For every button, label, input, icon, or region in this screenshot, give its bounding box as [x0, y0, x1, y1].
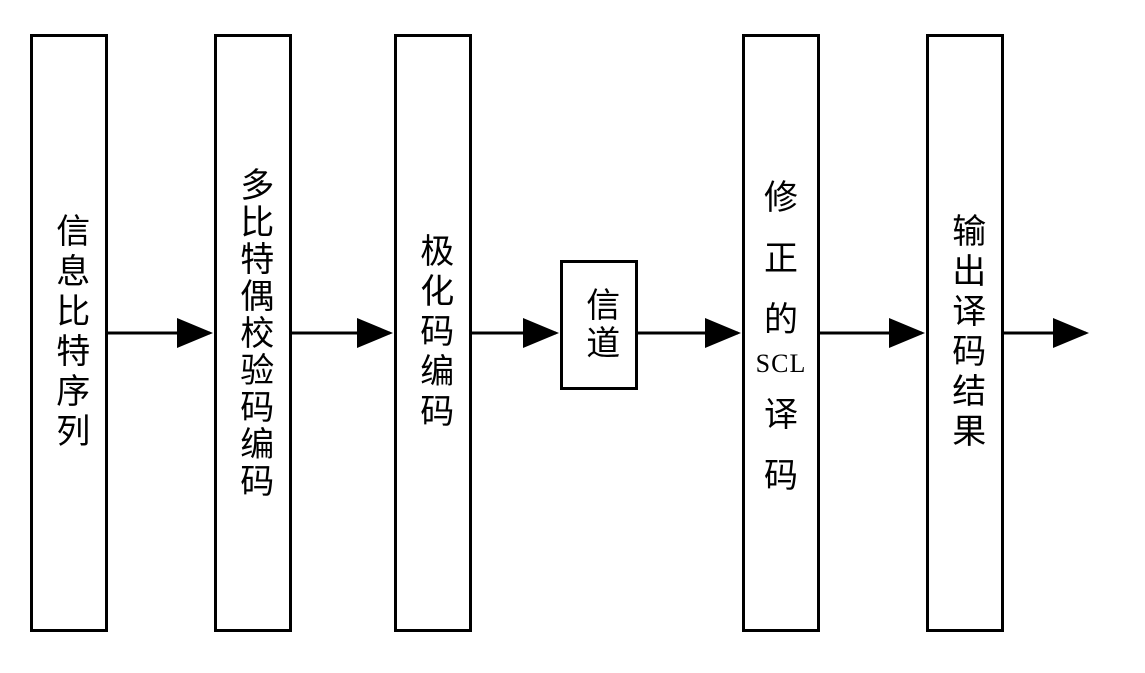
char: 码: [764, 448, 798, 497]
char: 译: [764, 387, 798, 436]
node-modified-scl-decoding: 修 正 的 SCL 译 码: [742, 34, 820, 632]
node-label: 信息比特序列: [50, 213, 87, 453]
node-channel: 信道: [560, 260, 638, 390]
node-multi-bit-parity-encoding: 多比特偶校验码编码: [214, 34, 292, 632]
flowchart-canvas: 信息比特序列 多比特偶校验码编码 极化码编码 信道 修 正 的 SCL 译 码 …: [0, 0, 1145, 673]
node-label: 多比特偶校验码编码: [234, 167, 271, 500]
char: 修: [764, 170, 798, 219]
node-label: 信道: [580, 287, 617, 363]
node-output-decoding-result: 输出译码结果: [926, 34, 1004, 632]
node-polar-encoding: 极化码编码: [394, 34, 472, 632]
scl-text: SCL: [756, 349, 807, 379]
node-label: 修 正 的 SCL 译 码: [756, 164, 807, 503]
node-label: 输出译码结果: [946, 213, 983, 453]
node-info-bit-sequence: 信息比特序列: [30, 34, 108, 632]
node-label: 极化码编码: [414, 233, 451, 433]
char: 正: [764, 231, 798, 280]
char: 的: [764, 292, 798, 341]
